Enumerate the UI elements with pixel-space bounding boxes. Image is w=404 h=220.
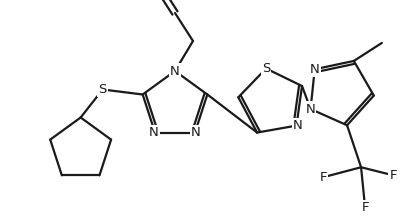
Text: N: N — [310, 63, 320, 76]
Text: F: F — [319, 171, 327, 184]
Text: N: N — [292, 119, 302, 132]
Text: N: N — [191, 126, 201, 139]
Text: N: N — [306, 103, 316, 116]
Text: F: F — [389, 169, 397, 182]
Text: N: N — [170, 64, 180, 77]
Text: F: F — [361, 201, 369, 214]
Text: S: S — [262, 62, 270, 75]
Text: N: N — [149, 126, 159, 139]
Text: S: S — [99, 83, 107, 96]
